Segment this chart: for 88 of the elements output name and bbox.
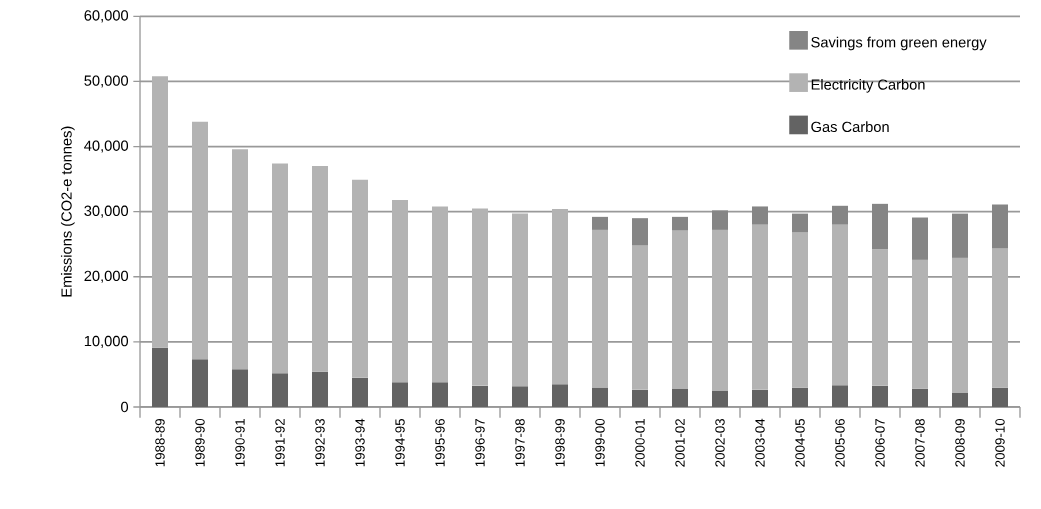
y-tick-label: 50,000 <box>84 75 129 88</box>
x-tick-label: 2000-01 <box>635 419 645 467</box>
x-tick-label: 1999-00 <box>595 418 605 467</box>
x-tick-label: 2001-02 <box>675 419 685 467</box>
bar <box>632 389 648 407</box>
bar <box>832 385 848 407</box>
x-tick-label: 1994-95 <box>395 418 405 467</box>
x-tick-label: 1992-93 <box>315 418 325 467</box>
bar <box>912 217 928 260</box>
bar <box>672 216 689 231</box>
bar <box>992 204 1008 249</box>
x-tick-label: 2006-07 <box>875 419 885 467</box>
bar <box>552 384 568 407</box>
bar <box>312 166 329 372</box>
legend-label: Electricity Carbon <box>811 78 925 93</box>
y-tick-label: 40,000 <box>84 140 129 153</box>
bar <box>352 179 369 378</box>
bar <box>592 387 609 407</box>
bar <box>512 386 529 407</box>
bar <box>632 218 648 246</box>
x-tick-label: 2005-06 <box>835 418 845 467</box>
bar <box>192 359 209 407</box>
y-tick-label: 30,000 <box>84 205 129 218</box>
bar <box>632 245 648 390</box>
bar <box>872 203 888 250</box>
bar <box>272 373 289 407</box>
x-tick-label: 1996-97 <box>475 419 485 467</box>
bar <box>192 121 209 360</box>
y-tick-label: 10,000 <box>84 335 129 348</box>
bar <box>472 385 489 407</box>
x-tick-label: 2009-10 <box>995 418 1005 467</box>
bar <box>232 149 249 370</box>
bar <box>592 216 609 230</box>
legend-label: Savings from green energy <box>811 36 987 51</box>
bar <box>152 76 169 348</box>
legend-label: Gas Carbon <box>811 121 889 133</box>
bar <box>512 213 529 387</box>
bar <box>912 388 928 407</box>
bar <box>792 387 808 407</box>
x-tick-label: 1998-99 <box>555 418 565 467</box>
y-tick-label: 0 <box>121 401 129 413</box>
x-tick-label: 2003-04 <box>755 418 765 467</box>
bar <box>712 229 728 391</box>
x-tick-label: 1989-90 <box>195 418 205 467</box>
bar <box>712 210 728 230</box>
bar <box>592 229 609 388</box>
x-tick-label: 1991-92 <box>275 419 285 467</box>
bar <box>352 377 369 407</box>
y-tick-label: 20,000 <box>84 270 129 283</box>
x-tick-label: 1993-94 <box>355 418 365 467</box>
x-tick-label: 1990-91 <box>235 419 245 467</box>
x-tick-label: 2004-05 <box>795 418 805 467</box>
bar <box>552 209 568 385</box>
bar <box>472 208 489 386</box>
bar <box>832 224 848 386</box>
bar <box>312 371 329 407</box>
bar <box>752 389 768 407</box>
bar <box>712 390 728 407</box>
x-tick-label: 2008-09 <box>955 418 965 467</box>
bar <box>392 382 409 407</box>
bar <box>952 392 969 407</box>
x-tick-label: 1988-89 <box>155 418 165 467</box>
bar <box>992 248 1008 388</box>
bar <box>952 213 969 258</box>
x-tick-label: 2002-03 <box>715 418 725 467</box>
bar <box>952 257 969 393</box>
bar <box>832 205 848 225</box>
bar <box>992 387 1008 407</box>
bar <box>672 230 689 390</box>
bar <box>872 249 888 386</box>
x-tick-label: 2007-08 <box>915 418 925 467</box>
bar <box>752 206 768 225</box>
bar <box>232 369 249 407</box>
bar <box>912 259 928 389</box>
bar <box>432 382 449 407</box>
bar <box>872 385 888 407</box>
bar <box>752 224 768 390</box>
y-tick-label: 60,000 <box>84 10 129 23</box>
bar <box>672 389 689 407</box>
bar <box>272 163 289 374</box>
x-tick-label: 1997-98 <box>515 418 525 467</box>
bar <box>152 347 169 407</box>
bar <box>432 206 449 383</box>
bar <box>792 232 808 388</box>
bar <box>792 213 808 233</box>
x-tick-label: 1995-96 <box>435 418 445 467</box>
bar <box>392 199 409 383</box>
y-axis-title: Emissions (CO2-e tonnes) <box>60 126 75 297</box>
